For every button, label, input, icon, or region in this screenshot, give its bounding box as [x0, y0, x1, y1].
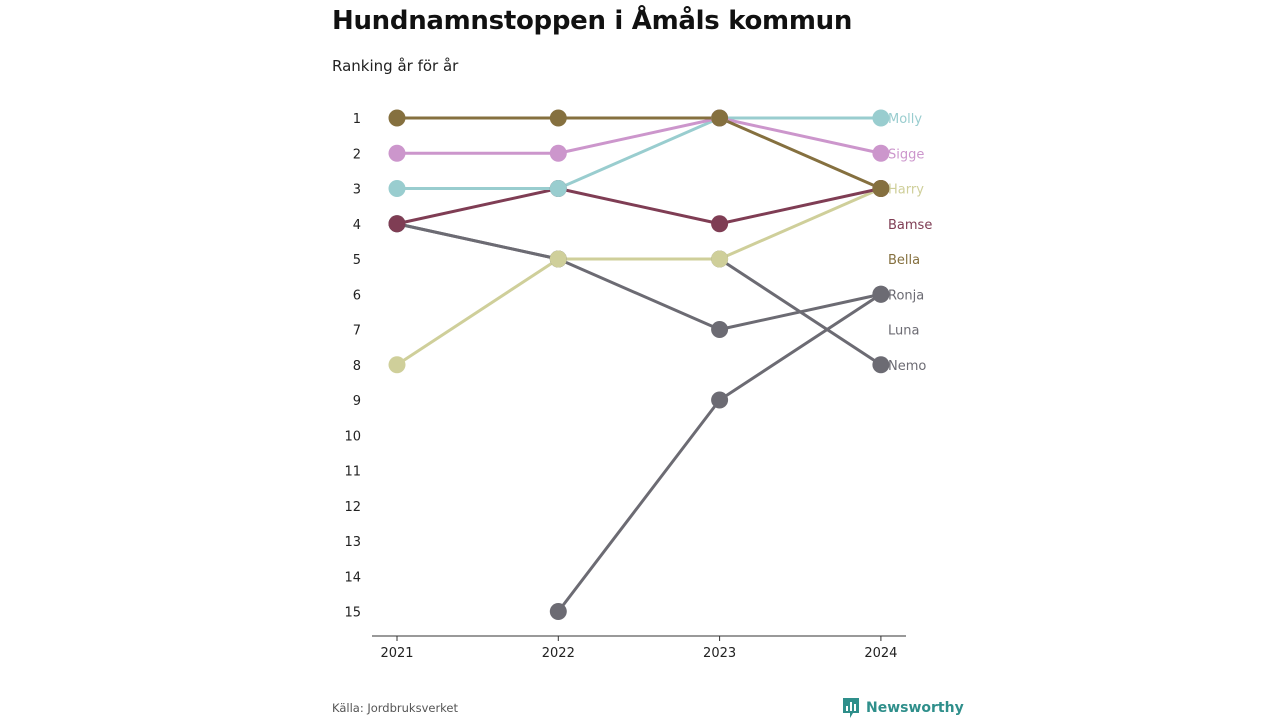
x-tick-label: 2024: [864, 646, 897, 661]
series-points: [388, 109, 890, 620]
series-line-luna: [395, 222, 883, 331]
y-tick-label: 12: [344, 500, 361, 515]
series-line-sigge: [395, 116, 883, 155]
chart-title: Hundnamnstoppen i Åmåls kommun: [332, 6, 853, 36]
source-note: Källa: Jordbruksverket: [332, 701, 459, 715]
data-point-molly: [872, 109, 890, 127]
series-line-bamse: [395, 187, 883, 226]
data-point-ronja: [549, 603, 567, 620]
data-point-sigge: [388, 144, 406, 162]
series-lines: [395, 116, 883, 613]
data-point-bamse: [711, 215, 729, 233]
data-point-bella: [872, 180, 890, 197]
bar-chart-icon: [843, 698, 859, 718]
series-label-sigge: Sigge: [888, 147, 924, 162]
series-label-bamse: Bamse: [888, 218, 932, 233]
data-point-bella: [388, 109, 406, 127]
y-tick-label: 14: [344, 570, 361, 585]
chart-subtitle: Ranking år för år: [332, 57, 459, 75]
y-tick-label: 4: [353, 218, 361, 233]
data-point-sigge: [549, 144, 567, 162]
x-axis-ticks: 2021 2022 2023 2024: [380, 636, 897, 661]
newsworthy-logo[interactable]: Newsworthy: [842, 697, 964, 719]
data-point-harry: [711, 250, 729, 268]
data-point-harry: [388, 356, 406, 374]
y-tick-label: 1: [353, 112, 361, 127]
series-line-harry: [395, 187, 883, 367]
data-point-harry: [549, 250, 567, 268]
data-point-bella: [549, 109, 567, 127]
y-tick-label: 3: [353, 183, 361, 198]
data-point-bamse: [388, 215, 406, 233]
data-point-ronja: [872, 285, 890, 303]
data-point-ronja: [711, 391, 729, 409]
series-label-bella: Bella: [888, 253, 920, 268]
y-tick-label: 7: [353, 324, 361, 339]
brand-name: Newsworthy: [866, 700, 964, 716]
y-tick-label: 6: [353, 288, 361, 303]
x-tick-label: 2022: [542, 646, 575, 661]
data-point-luna: [711, 321, 729, 338]
x-tick-label: 2021: [380, 646, 413, 661]
series-line-molly: [395, 116, 883, 190]
series-label-molly: Molly: [888, 112, 922, 127]
series-label-nemo: Nemo: [888, 359, 926, 374]
series-label-luna: Luna: [888, 324, 919, 339]
data-point-sigge: [872, 144, 890, 162]
series-line-bella: [395, 116, 883, 190]
series-label-harry: Harry: [888, 183, 924, 198]
series-line-ronja: [556, 292, 883, 613]
data-point-nemo: [872, 356, 890, 374]
data-point-molly: [549, 180, 567, 197]
y-tick-label: 5: [353, 253, 361, 268]
y-tick-label: 2: [353, 147, 361, 162]
y-tick-label: 11: [344, 465, 361, 480]
data-point-bella: [711, 109, 729, 127]
x-tick-label: 2023: [703, 646, 736, 661]
y-tick-label: 9: [353, 394, 361, 409]
y-tick-label: 10: [344, 429, 361, 444]
y-tick-label: 13: [344, 535, 361, 550]
series-labels: Molly Sigge Harry Bamse Bella Ronja Luna Nemo: [888, 112, 932, 374]
data-point-molly: [388, 180, 406, 197]
y-tick-label: 8: [353, 359, 361, 374]
y-tick-label: 15: [344, 606, 361, 621]
series-label-ronja: Ronja: [888, 288, 924, 303]
